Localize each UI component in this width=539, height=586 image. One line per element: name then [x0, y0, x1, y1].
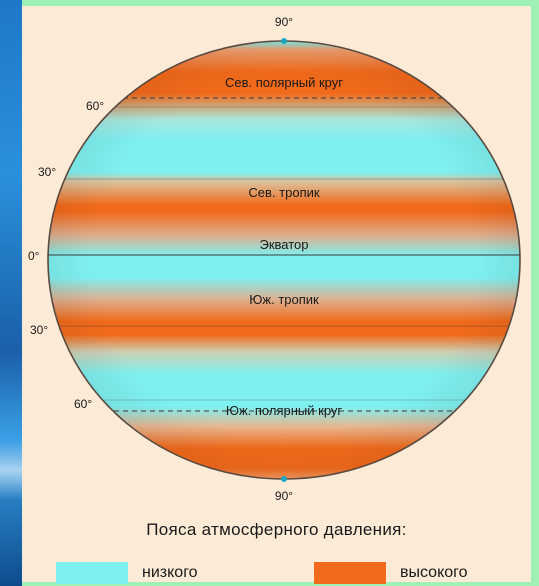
legend-high: высокого [314, 561, 468, 585]
diagram-panel: 90° 60° 30° 0° 30° 60° 90° Сев. полярный… [22, 6, 531, 585]
lat-equator: 0° [28, 249, 40, 263]
sea-foam [0, 440, 22, 500]
legend-low-label: низкого [142, 564, 198, 581]
pressure-belts-diagram: 90° 60° 30° 0° 30° 60° 90° Сев. полярный… [28, 15, 521, 503]
zone-equator: Экватор [259, 237, 308, 252]
zone-arctic-circle: Сев. полярный круг [225, 75, 343, 90]
globe-shading [48, 41, 520, 479]
legend-low-swatch [56, 562, 128, 584]
south-pole-dot [281, 476, 287, 482]
north-pole-dot [281, 38, 287, 44]
zone-antarctic-circle: Юж. полярный круг [226, 403, 343, 418]
legend-high-swatch [314, 562, 386, 584]
legend-high-label: высокого [400, 564, 468, 581]
lat-s30: 30° [30, 323, 48, 337]
zone-tropic-capricorn: Юж. тропик [249, 292, 319, 307]
legend-title: Пояса атмосферного давления: [146, 520, 407, 539]
lat-n30: 30° [38, 165, 56, 179]
lat-s60: 60° [74, 397, 92, 411]
lat-n60: 60° [86, 99, 104, 113]
latitude-lines [48, 97, 520, 412]
zone-tropic-cancer: Сев. тропик [248, 185, 319, 200]
legend-low: низкого [56, 561, 198, 585]
sea-photo-strip [0, 0, 22, 586]
lat-north-pole: 90° [275, 15, 293, 29]
lat-south-pole: 90° [275, 489, 293, 503]
